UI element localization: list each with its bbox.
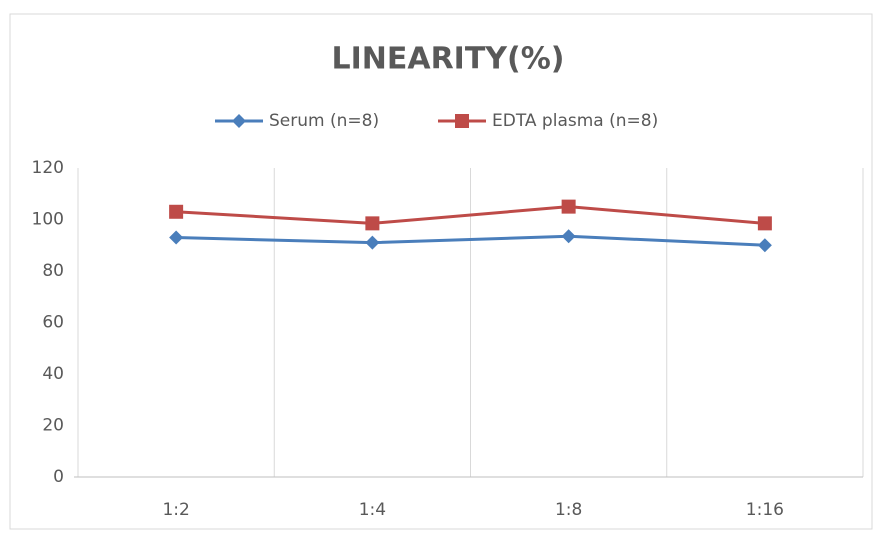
y-tick-label: 80: [42, 261, 64, 281]
x-tick-label: 1:8: [555, 500, 582, 520]
point-marker: [169, 230, 184, 245]
legend-marker: [455, 114, 469, 128]
y-tick-label: 100: [32, 210, 64, 230]
legend-label: Serum (n=8): [269, 111, 379, 131]
x-tick-label: 1:2: [162, 500, 189, 520]
point-marker: [757, 216, 772, 231]
point-marker: [757, 238, 772, 253]
y-tick-label: 60: [42, 313, 64, 333]
chart-frame: [9, 13, 873, 530]
x-tick-label: 1:4: [359, 500, 386, 520]
point-marker: [365, 235, 380, 250]
series-line: [176, 234, 765, 247]
y-tick-label: 0: [53, 467, 64, 487]
chart-title: LINEARITY(%): [331, 42, 564, 77]
legend-label: EDTA plasma (n=8): [492, 111, 658, 131]
x-tick-label: 1:16: [746, 500, 784, 520]
point-marker: [169, 204, 184, 219]
y-tick-label: 40: [42, 364, 64, 384]
series-line: [176, 205, 766, 225]
y-tick-label: 20: [42, 416, 64, 436]
y-tick-label: 120: [32, 158, 64, 178]
point-marker: [561, 199, 576, 214]
point-marker: [561, 229, 576, 244]
point-marker: [365, 216, 380, 231]
legend-marker: [232, 114, 246, 128]
